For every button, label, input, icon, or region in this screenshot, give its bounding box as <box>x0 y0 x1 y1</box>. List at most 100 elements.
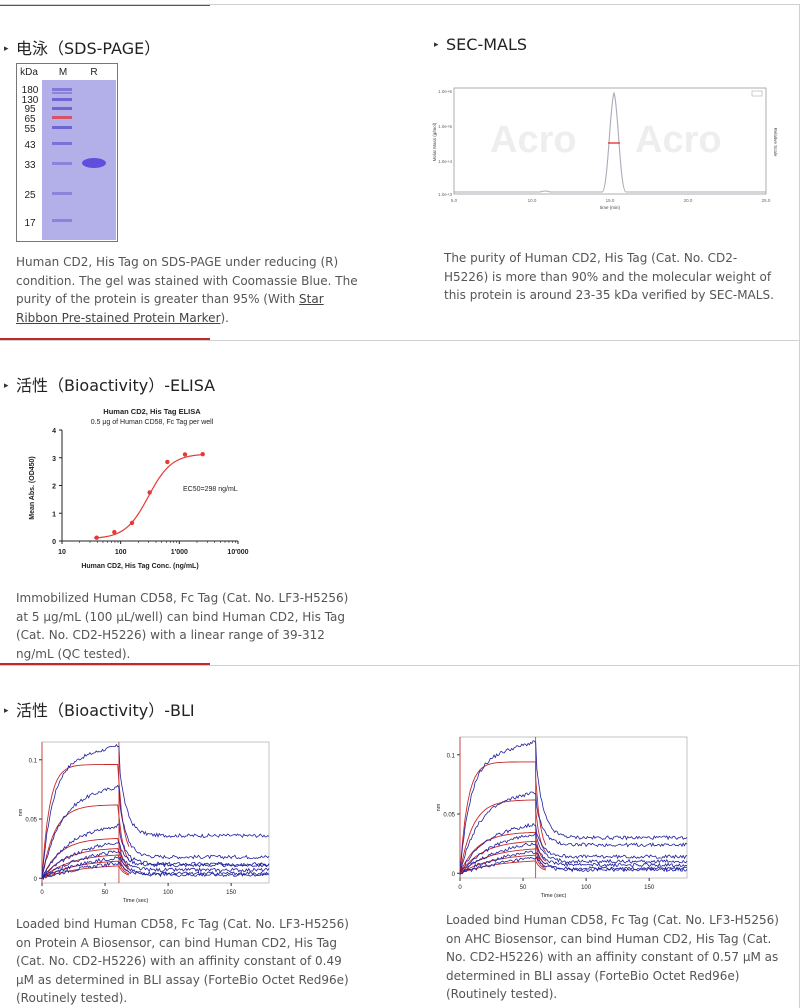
bli-data-trace <box>41 784 270 877</box>
elisa-ec50-annotation: EC50=298 ng/mL <box>183 486 238 493</box>
bli-y-label: nm <box>436 803 442 811</box>
elisa-description: Immobilized Human CD58, Fc Tag (Cat. No.… <box>16 591 349 661</box>
sec-y-tick: 1.0e+3 <box>438 192 452 197</box>
bli-left-description: Loaded bind Human CD58, Fc Tag (Cat. No.… <box>16 917 349 1005</box>
bli-x-tick-label: 100 <box>581 885 592 891</box>
bli-x-tick-label: 0 <box>458 885 462 891</box>
sec-y2-label: Relative Scale <box>773 128 778 157</box>
section-divider-1 <box>0 340 800 341</box>
bli-fit-curve <box>41 764 130 879</box>
bli-x-tick-label: 50 <box>102 890 109 896</box>
elisa-data-point <box>182 452 188 457</box>
sec-y-tick: 1.0e+4 <box>438 159 452 164</box>
bli-y-tick-label: 0 <box>452 872 456 878</box>
elisa-data-point <box>129 520 135 526</box>
ladder-label: 17 <box>24 218 36 229</box>
sec-y-label: Molar Mass (g/mol) <box>432 122 437 161</box>
elisa-y-tick-label: 2 <box>52 484 56 491</box>
bli-fit-curve <box>459 761 547 874</box>
bli-x-tick-label: 150 <box>644 885 655 891</box>
section-accent-2 <box>0 663 210 665</box>
elisa-data-point <box>112 529 117 535</box>
bli-x-tick-label: 150 <box>226 890 237 896</box>
watermark-right: Acro <box>635 119 722 161</box>
bli-data-trace <box>41 860 270 881</box>
elisa-x-tick-label: 10 <box>58 549 66 556</box>
sec-mals-description: The purity of Human CD2, His Tag (Cat. N… <box>444 251 774 302</box>
bli-right-description: Loaded bind Human CD58, Fc Tag (Cat. No.… <box>446 913 779 1001</box>
ladder-label: 130 <box>22 95 39 106</box>
ladder-label: 55 <box>24 124 36 135</box>
ladder-label: 43 <box>24 140 36 151</box>
bli-data-trace <box>41 823 270 879</box>
bli-x-label: Time (sec) <box>123 898 149 904</box>
section-divider-top <box>0 4 800 5</box>
bli-data-trace <box>459 831 688 874</box>
sec-x-tick: 20.0 <box>684 198 693 203</box>
gel-header-kda: kDa <box>20 67 38 78</box>
sds-desc-end: ). <box>220 310 230 325</box>
bli-data-trace <box>41 743 270 877</box>
gel-header-r: R <box>90 67 97 78</box>
bli-left-chart: 0 0.05 0.1 0 50 100 150 Time (sec) nm <box>18 741 270 904</box>
bullet-triangle-icon: ▸ <box>4 381 9 391</box>
sec-legend-box <box>751 90 763 97</box>
elisa-chart-title: Human CD2, His Tag ELISA <box>103 407 201 416</box>
sec-mals-title: ▸ SEC-MALS <box>434 35 528 54</box>
bli-data-trace <box>459 842 688 875</box>
sec-x-tick: 25.0 <box>762 198 771 203</box>
bli-plot-frame <box>41 741 270 884</box>
sec-x-tick: 5.0 <box>451 198 458 203</box>
sds-page-title: ▸ 电泳（SDS-PAGE） <box>4 39 161 58</box>
sec-y-tick: 1.0e+6 <box>438 89 452 94</box>
bli-x-tick-label: 50 <box>520 885 527 891</box>
bli-data-trace <box>459 740 688 873</box>
ladder-label: 33 <box>24 160 36 171</box>
sec-mals-chart: Acro Acro 1.0e+6 1.0e+5 1.0e+4 1.0e+3 5.… <box>432 87 778 210</box>
sds-gel-image: kDa M R 180 130 95 65 55 43 33 25 17 <box>16 63 118 242</box>
ladder-label: 25 <box>24 190 36 201</box>
bullet-triangle-icon: ▸ <box>4 44 9 54</box>
bli-fit-curve <box>459 831 547 874</box>
elisa-x-tick-label: 100 <box>115 549 127 556</box>
ladder-label: 95 <box>24 104 36 115</box>
elisa-y-tick-label: 0 <box>52 539 56 546</box>
gel-ladder-labels: 180 130 95 65 55 43 33 25 17 <box>22 85 39 229</box>
bli-y-label: nm <box>18 808 24 816</box>
ladder-label: 180 <box>22 85 39 96</box>
star-ribbon-marker-link[interactable]: Star Ribbon Pre-stained Protein Marker <box>16 292 324 325</box>
elisa-y-label: Mean Abs. (OD450) <box>29 456 36 520</box>
bli-x-tick-label: 0 <box>40 890 44 896</box>
sec-trace <box>454 91 766 193</box>
elisa-x-tick-label: 1'000 <box>171 549 188 556</box>
elisa-y-tick-label: 1 <box>52 511 56 518</box>
bli-x-label: Time (sec) <box>541 893 567 899</box>
bli-y-tick-label: 0.05 <box>443 813 455 819</box>
sds-description: Human CD2, His Tag on SDS-PAGE under red… <box>16 253 360 327</box>
sec-y-tick: 1.0e+5 <box>438 124 452 129</box>
sec-x-tick: 15.0 <box>606 198 615 203</box>
bli-data-trace <box>41 850 270 880</box>
bli-y-tick-label: 0.1 <box>447 753 456 759</box>
elisa-x-label: Human CD2, His Tag Conc. (ng/mL) <box>81 563 198 570</box>
bli-x-tick-label: 100 <box>163 890 174 896</box>
bli-fit-curve <box>459 840 547 874</box>
bli-data-trace <box>41 841 270 879</box>
bli-data-trace <box>459 856 688 875</box>
sec-x-ticks: 5.0 10.0 15.0 20.0 25.0 <box>451 198 771 203</box>
ladder-label: 65 <box>24 114 36 125</box>
bli-y-tick-label: 0.1 <box>29 758 38 764</box>
elisa-y-tick-label: 3 <box>52 456 56 463</box>
sds-desc-text: Human CD2, His Tag on SDS-PAGE under red… <box>16 255 358 306</box>
bli-title: ▸ 活性（Bioactivity）-BLI <box>4 701 195 720</box>
sec-plot-frame <box>453 87 767 195</box>
gel-marker-lane <box>52 88 72 222</box>
section-divider-2 <box>0 665 800 666</box>
elisa-title: ▸ 活性（Bioactivity）-ELISA <box>4 376 216 395</box>
elisa-chart: Human CD2, His Tag ELISA 0.5 μg of Human… <box>29 407 249 570</box>
top-accent-line <box>0 4 210 6</box>
elisa-y-tick-label: 4 <box>52 428 56 435</box>
bli-data-trace <box>459 791 688 874</box>
bli-right-chart: 0 0.05 0.1 0 50 100 150 Time (sec) nm <box>436 736 688 899</box>
gel-sample-band <box>82 158 106 168</box>
